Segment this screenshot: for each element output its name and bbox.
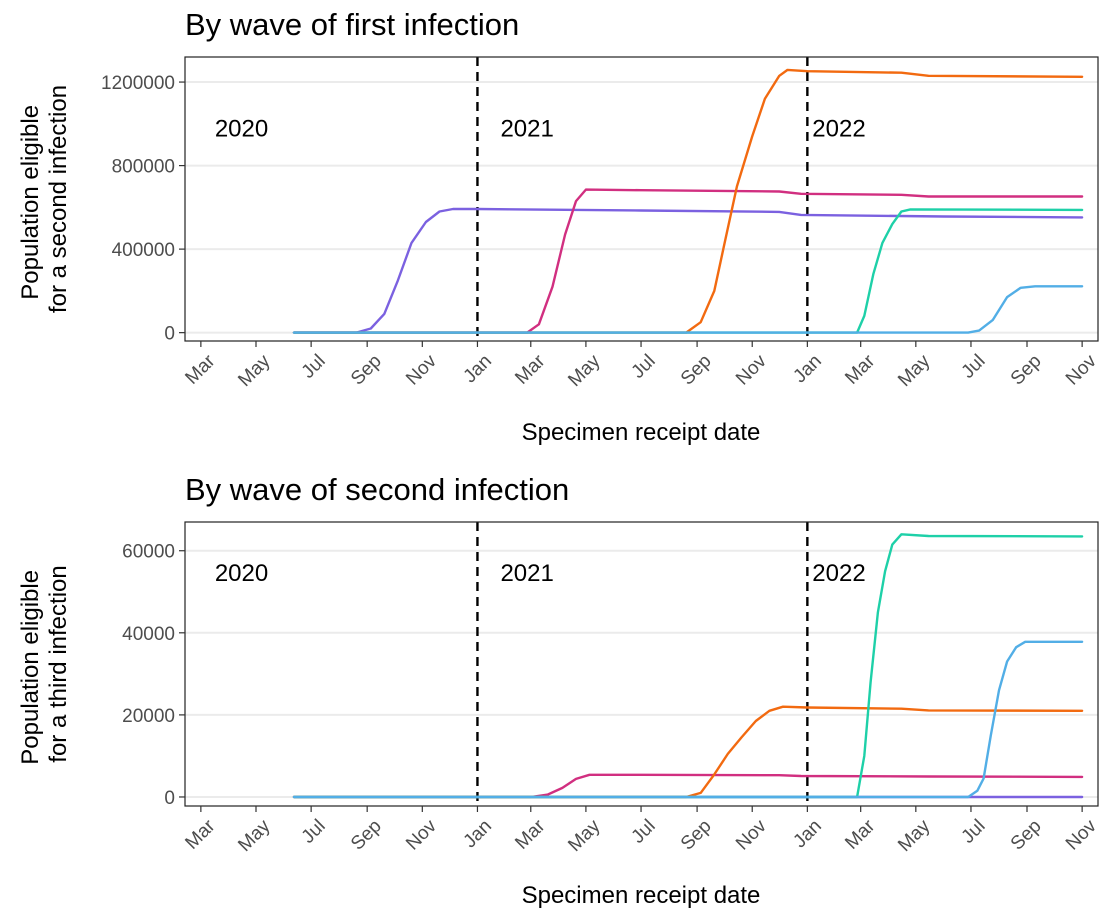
x-tick-label: Sep (347, 351, 386, 390)
x-axis-ticks: Mar May Jul Sep Nov Jan Mar May Jul Sep Nov Jan Mar M… (181, 341, 1099, 391)
year-labels: 2020 2021 2022 (215, 115, 866, 142)
x-tick-label: Jan (789, 816, 826, 853)
year-label: 2022 (812, 115, 865, 142)
y-axis-title-line-2: for a second infection (45, 85, 72, 313)
panel-first-infection: By wave of first infection 2020 2021 2022 … (17, 7, 1099, 446)
x-tick-label: Mar (181, 350, 219, 388)
series-line-3 (292, 705, 1084, 799)
y-axis-ticks: 0 20000 40000 60000 (122, 542, 185, 809)
year-label: 2020 (215, 115, 268, 142)
x-tick-label: Nov (1062, 815, 1099, 854)
y-tick-label: 400000 (112, 240, 175, 261)
series-line-2 (292, 773, 1084, 799)
x-tick-label: Jul (298, 351, 330, 383)
series-line-1 (292, 207, 1084, 334)
year-divider-lines (476, 57, 809, 341)
x-tick-label: Sep (1007, 351, 1046, 390)
x-tick-label: Mar (841, 815, 879, 853)
panel-title: By wave of second infection (185, 472, 569, 507)
x-tick-label: Jan (789, 351, 826, 388)
series-line-2 (292, 188, 1084, 334)
grid-lines (185, 549, 1098, 798)
x-tick-label: Sep (677, 351, 716, 390)
x-tick-label: Sep (1007, 816, 1046, 855)
year-label: 2020 (215, 560, 268, 587)
y-axis-title: Population eligible for a second infecti… (17, 85, 72, 313)
year-label: 2021 (500, 115, 553, 142)
x-tick-label: May (564, 815, 605, 856)
plot-frame (184, 56, 1099, 342)
series-lines (292, 533, 1084, 799)
x-tick-label: Sep (677, 816, 716, 855)
y-tick-label: 1200000 (101, 73, 175, 94)
y-tick-label: 60000 (122, 542, 175, 563)
x-tick-label: May (234, 815, 275, 856)
y-tick-label: 0 (164, 788, 175, 809)
x-tick-label: Nov (402, 350, 441, 389)
series-line-5 (292, 640, 1084, 799)
x-tick-label: May (564, 350, 605, 391)
x-axis-title: Specimen receipt date (522, 882, 761, 909)
series-line-3 (292, 68, 1084, 334)
x-tick-label: Jul (628, 351, 660, 383)
y-axis-title-line-2: for a third infection (45, 565, 72, 762)
x-axis-ticks: Mar May Jul Sep Nov Jan Mar May Jul Sep Nov Jan Mar M… (181, 806, 1099, 856)
x-tick-label: Mar (511, 815, 549, 853)
series-line-5 (292, 285, 1084, 334)
x-tick-label: Nov (732, 350, 771, 389)
year-label: 2022 (812, 560, 865, 587)
x-tick-label: May (894, 350, 935, 391)
y-tick-label: 800000 (112, 157, 175, 178)
year-divider-lines (476, 522, 809, 806)
x-tick-label: Jul (958, 816, 990, 848)
y-tick-label: 20000 (122, 706, 175, 727)
y-tick-label: 0 (164, 324, 175, 345)
x-tick-label: May (234, 350, 275, 391)
x-tick-label: Jul (628, 816, 660, 848)
x-tick-label: Sep (347, 816, 386, 855)
y-axis-title: Population eligible for a third infectio… (17, 563, 72, 764)
y-axis-title-line-1: Population eligible (17, 570, 44, 765)
x-tick-label: May (894, 815, 935, 856)
y-tick-label: 40000 (122, 624, 175, 645)
x-tick-label: Nov (732, 815, 771, 854)
x-tick-label: Nov (402, 815, 441, 854)
x-tick-label: Mar (511, 350, 549, 388)
x-tick-label: Jul (298, 816, 330, 848)
plot-frame (184, 521, 1099, 807)
x-tick-label: Jul (958, 351, 990, 383)
x-axis-title: Specimen receipt date (522, 419, 761, 446)
x-tick-label: Nov (1062, 350, 1099, 389)
series-line-4 (292, 208, 1084, 334)
y-axis-ticks: 0 400000 800000 1200000 (101, 73, 185, 345)
x-tick-label: Jan (460, 351, 497, 388)
series-line-4 (292, 533, 1084, 799)
x-tick-label: Mar (841, 350, 879, 388)
y-axis-title-line-1: Population eligible (17, 105, 44, 300)
year-labels: 2020 2021 2022 (215, 560, 866, 587)
x-tick-label: Jan (460, 816, 497, 853)
panel-title: By wave of first infection (185, 7, 519, 42)
panel-second-infection: By wave of second infection 2020 2021 2022… (17, 472, 1099, 909)
year-label: 2021 (500, 560, 553, 587)
grid-lines (185, 81, 1098, 334)
x-tick-label: Mar (181, 815, 219, 853)
series-lines (292, 68, 1084, 334)
